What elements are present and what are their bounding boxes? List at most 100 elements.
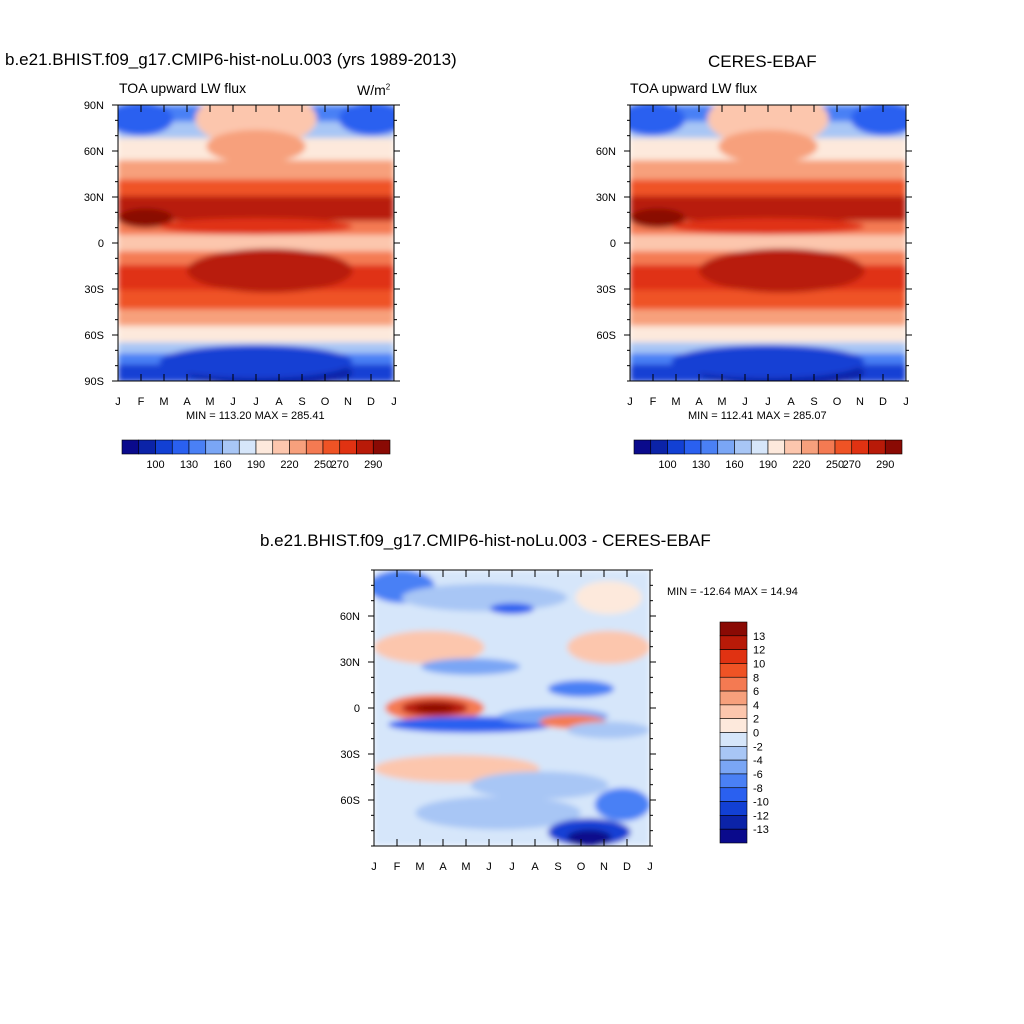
colorbar-swatch bbox=[188, 439, 207, 455]
panel2-subtitle: TOA upward LW flux bbox=[630, 80, 758, 96]
colorbar-label: -2 bbox=[753, 741, 763, 753]
colorbar-swatch bbox=[171, 439, 190, 455]
panel3-title: b.e21.BHIST.f09_g17.CMIP6-hist-noLu.003 … bbox=[260, 531, 711, 550]
colorbar-label: 130 bbox=[180, 459, 198, 471]
colorbar-swatch bbox=[700, 439, 719, 455]
colorbar-label: -13 bbox=[753, 824, 769, 836]
x-tick-label: J bbox=[627, 396, 633, 408]
field-blob bbox=[671, 345, 865, 379]
x-tick-label: N bbox=[600, 861, 608, 873]
x-tick-label: M bbox=[415, 861, 424, 873]
x-tick-label: F bbox=[394, 861, 401, 873]
colorbar-label: -8 bbox=[753, 783, 763, 795]
x-tick-label: M bbox=[159, 396, 168, 408]
x-tick-label: J bbox=[371, 861, 377, 873]
field-blob bbox=[159, 345, 353, 379]
field-band bbox=[118, 160, 394, 181]
panel1-field bbox=[118, 105, 394, 381]
colorbar-swatch bbox=[817, 439, 836, 455]
field-band bbox=[630, 160, 906, 181]
colorbar-swatch bbox=[667, 439, 685, 455]
colorbar-swatch bbox=[719, 676, 748, 692]
y-tick-label: 0 bbox=[98, 238, 104, 250]
colorbar-swatch bbox=[155, 439, 173, 455]
colorbar-label: 2 bbox=[753, 714, 759, 726]
colorbar-swatch bbox=[322, 439, 341, 455]
field-blob bbox=[630, 208, 686, 228]
field-band bbox=[118, 325, 394, 344]
colorbar-label: 100 bbox=[658, 459, 676, 471]
colorbar-swatch bbox=[719, 815, 748, 830]
y-tick-label: 0 bbox=[354, 703, 360, 715]
panel1-subtitle: TOA upward LW flux bbox=[119, 80, 247, 96]
colorbar-swatch bbox=[339, 439, 357, 455]
x-tick-label: N bbox=[856, 396, 864, 408]
colorbar-swatch bbox=[305, 439, 324, 455]
colorbar-label: 160 bbox=[213, 459, 231, 471]
colorbar-label: 130 bbox=[692, 459, 710, 471]
y-tick-label: 60N bbox=[84, 146, 104, 158]
colorbar-swatch bbox=[719, 690, 748, 706]
x-tick-label: F bbox=[650, 396, 657, 408]
field-blob bbox=[118, 208, 174, 228]
x-tick-label: D bbox=[367, 396, 375, 408]
field-band bbox=[630, 325, 906, 344]
colorbar-swatch bbox=[683, 439, 702, 455]
x-tick-label: A bbox=[439, 861, 447, 873]
colorbar-swatch bbox=[356, 439, 374, 455]
x-tick-label: S bbox=[810, 396, 817, 408]
colorbar-label: 190 bbox=[247, 459, 265, 471]
colorbar-label: 0 bbox=[753, 728, 759, 740]
x-tick-label: M bbox=[461, 861, 470, 873]
colorbar-swatch bbox=[717, 439, 735, 455]
field-band bbox=[630, 289, 906, 311]
x-tick-label: J bbox=[509, 861, 515, 873]
field-blob bbox=[338, 105, 394, 136]
y-tick-label: 30S bbox=[340, 749, 360, 761]
colorbar-label: 13 bbox=[753, 631, 765, 643]
x-tick-label: J bbox=[391, 396, 397, 408]
colorbar-swatch bbox=[650, 439, 668, 455]
field-blob bbox=[206, 129, 306, 163]
field-blob bbox=[159, 218, 353, 235]
colorbar-swatch bbox=[238, 439, 257, 455]
units-text: W/m bbox=[357, 82, 386, 98]
panel3-stats: MIN = -12.64 MAX = 14.94 bbox=[667, 586, 798, 598]
field-band bbox=[118, 234, 394, 253]
field-band bbox=[118, 179, 394, 198]
colorbar-label: 190 bbox=[759, 459, 777, 471]
colorbar-swatch bbox=[734, 439, 752, 455]
colorbar-label: 100 bbox=[146, 459, 164, 471]
field-blob bbox=[186, 248, 353, 293]
field-blob bbox=[567, 630, 650, 664]
y-tick-label: 30S bbox=[84, 284, 104, 296]
colorbar-swatch bbox=[801, 439, 819, 455]
colorbar-swatch bbox=[719, 732, 748, 747]
x-tick-label: J bbox=[253, 396, 259, 408]
y-tick-label: 60N bbox=[340, 611, 360, 623]
colorbar-swatch bbox=[767, 439, 786, 455]
x-tick-label: A bbox=[183, 396, 191, 408]
field-blob bbox=[567, 829, 612, 846]
colorbar-label: 220 bbox=[280, 459, 298, 471]
colorbar-label: 270 bbox=[843, 459, 861, 471]
panel2-stats: MIN = 112.41 MAX = 285.07 bbox=[688, 410, 827, 422]
y-tick-label: 30N bbox=[84, 192, 104, 204]
panel2-axes: J F M A M J J A S O N D J 60N 30N 0 30S 60S bbox=[596, 104, 912, 408]
field-blob bbox=[489, 603, 535, 615]
colorbar-swatch bbox=[633, 439, 652, 455]
y-tick-label: 0 bbox=[610, 238, 616, 250]
panel2-field bbox=[630, 105, 906, 381]
colorbar-swatch bbox=[719, 663, 748, 678]
colorbar-swatch bbox=[205, 439, 223, 455]
colorbar-swatch bbox=[884, 439, 903, 455]
y-tick-label: 60S bbox=[340, 795, 360, 807]
colorbar-label: 270 bbox=[331, 459, 349, 471]
colorbar-swatch bbox=[750, 439, 769, 455]
field-blob bbox=[415, 796, 581, 830]
colorbar-label: 220 bbox=[792, 459, 810, 471]
colorbar-swatch bbox=[868, 439, 886, 455]
panel3-axes: J F M A M J J A S O N D J 60N 30N 0 30S 60S bbox=[340, 569, 656, 873]
colorbar-swatch bbox=[719, 635, 748, 650]
